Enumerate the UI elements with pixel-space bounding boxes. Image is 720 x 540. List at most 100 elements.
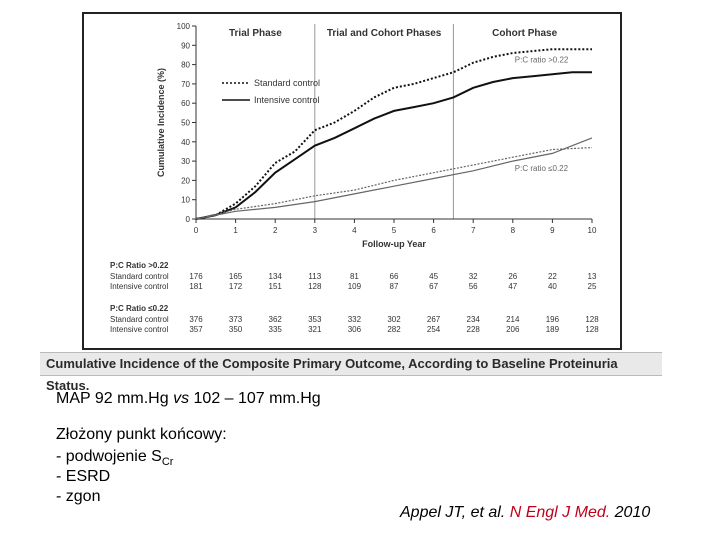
risk-count: 196	[546, 315, 560, 324]
risk-count: 306	[348, 325, 362, 334]
risk-row-label: Standard control	[110, 272, 169, 281]
risk-count: 56	[469, 282, 478, 291]
risk-row-label: Standard control	[110, 315, 169, 324]
risk-count: 40	[548, 282, 557, 291]
curve-label-high: P:C ratio >0.22	[515, 56, 569, 65]
y-tick-label: 60	[181, 99, 190, 108]
risk-count: 67	[429, 282, 438, 291]
risk-count: 87	[390, 282, 399, 291]
y-tick-label: 50	[181, 119, 190, 128]
risk-table-header: P:C Ratio >0.22	[110, 261, 169, 270]
risk-count: 165	[229, 272, 243, 281]
risk-row-label: Intensive control	[110, 325, 168, 334]
risk-count: 134	[269, 272, 283, 281]
map-suffix: 102 – 107 mm.Hg	[189, 390, 321, 407]
risk-count: 128	[585, 315, 599, 324]
series-line-low-standard	[195, 147, 593, 220]
risk-count: 172	[229, 282, 243, 291]
risk-row-label: Intensive control	[110, 282, 168, 291]
y-axis-title: Cumulative Incidence (%)	[156, 68, 166, 177]
risk-count: 267	[427, 315, 441, 324]
risk-count: 228	[467, 325, 481, 334]
risk-count: 47	[508, 282, 517, 291]
risk-count: 206	[506, 325, 520, 334]
risk-count: 350	[229, 325, 243, 334]
y-tick-label: 90	[181, 41, 190, 50]
x-tick-label: 0	[194, 226, 199, 235]
x-axis-title: Follow-up Year	[362, 239, 426, 249]
risk-table-header: P:C Ratio ≤0.22	[110, 304, 169, 313]
risk-count: 335	[269, 325, 283, 334]
x-tick-label: 7	[471, 226, 476, 235]
map-line: MAP 92 mm.Hg vs 102 – 107 mm.Hg	[56, 390, 321, 408]
doubling-label: - podwojenie S	[56, 448, 162, 465]
endpoint-item-esrd: - ESRD	[56, 468, 111, 485]
curve-label-low: P:C ratio ≤0.22	[515, 164, 569, 173]
y-tick-label: 30	[181, 157, 190, 166]
series-line-high-intensive	[195, 71, 592, 220]
series-line-high-standard	[195, 48, 592, 220]
y-tick-label: 10	[181, 196, 190, 205]
x-tick-label: 1	[233, 226, 238, 235]
risk-count: 32	[469, 272, 478, 281]
endpoint-item-death: - zgon	[56, 488, 101, 505]
risk-count: 25	[588, 282, 597, 291]
x-tick-label: 8	[511, 226, 516, 235]
risk-count: 254	[427, 325, 441, 334]
endpoint-item-doubling: - podwojenie SCr	[56, 448, 173, 468]
risk-count: 357	[189, 325, 203, 334]
phase-label: Trial Phase	[229, 28, 282, 39]
legend-label-intensive: Intensive control	[254, 95, 320, 105]
phase-label: Cohort Phase	[492, 28, 557, 39]
x-tick-label: 3	[313, 226, 318, 235]
risk-count: 189	[546, 325, 560, 334]
citation: Appel JT, et al. N Engl J Med. 2010	[400, 504, 650, 522]
citation-journal: N Engl J Med.	[509, 504, 611, 521]
risk-count: 66	[390, 272, 399, 281]
citation-year: 2010	[610, 504, 651, 521]
risk-count: 113	[308, 272, 321, 281]
y-tick-label: 20	[181, 176, 190, 185]
risk-count: 282	[387, 325, 401, 334]
doubling-subscript: Cr	[161, 456, 174, 469]
figure-caption: Cumulative Incidence of the Composite Pr…	[40, 352, 662, 393]
y-tick-label: 100	[177, 22, 191, 31]
risk-count: 362	[269, 315, 283, 324]
y-tick-label: 40	[181, 138, 190, 147]
y-tick-label: 0	[186, 215, 191, 224]
risk-count: 128	[585, 325, 599, 334]
risk-count: 214	[506, 315, 520, 324]
risk-count: 353	[308, 315, 322, 324]
risk-count: 181	[189, 282, 203, 291]
risk-count: 81	[350, 272, 359, 281]
phase-label: Trial and Cohort Phases	[327, 28, 442, 39]
map-vs: vs	[173, 390, 190, 407]
risk-count: 13	[588, 272, 597, 281]
x-tick-label: 9	[550, 226, 555, 235]
legend-label-standard: Standard control	[254, 78, 320, 88]
y-tick-label: 70	[181, 80, 190, 89]
x-tick-label: 6	[431, 226, 436, 235]
x-tick-label: 5	[392, 226, 397, 235]
x-tick-label: 10	[588, 226, 597, 235]
map-prefix: MAP 92 mm.Hg	[56, 390, 174, 407]
x-tick-label: 4	[352, 226, 357, 235]
y-tick-label: 80	[181, 61, 190, 70]
risk-count: 45	[429, 272, 438, 281]
risk-count: 302	[387, 315, 401, 324]
citation-authors: Appel JT, et al.	[400, 504, 510, 521]
risk-count: 376	[189, 315, 203, 324]
chart-figure: Trial Phase Trial and Cohort Phases Cohort…	[82, 12, 622, 350]
risk-count: 373	[229, 315, 243, 324]
risk-count: 321	[308, 325, 322, 334]
risk-count: 109	[348, 282, 362, 291]
risk-count: 176	[189, 272, 203, 281]
endpoint-title: Złożony punkt końcowy:	[56, 426, 227, 443]
risk-count: 26	[508, 272, 517, 281]
risk-count: 128	[308, 282, 322, 291]
x-tick-label: 2	[273, 226, 278, 235]
risk-count: 234	[467, 315, 481, 324]
risk-count: 22	[548, 272, 557, 281]
risk-count: 151	[269, 282, 283, 291]
cumulative-incidence-chart: Trial Phase Trial and Cohort Phases Cohort…	[110, 22, 599, 334]
